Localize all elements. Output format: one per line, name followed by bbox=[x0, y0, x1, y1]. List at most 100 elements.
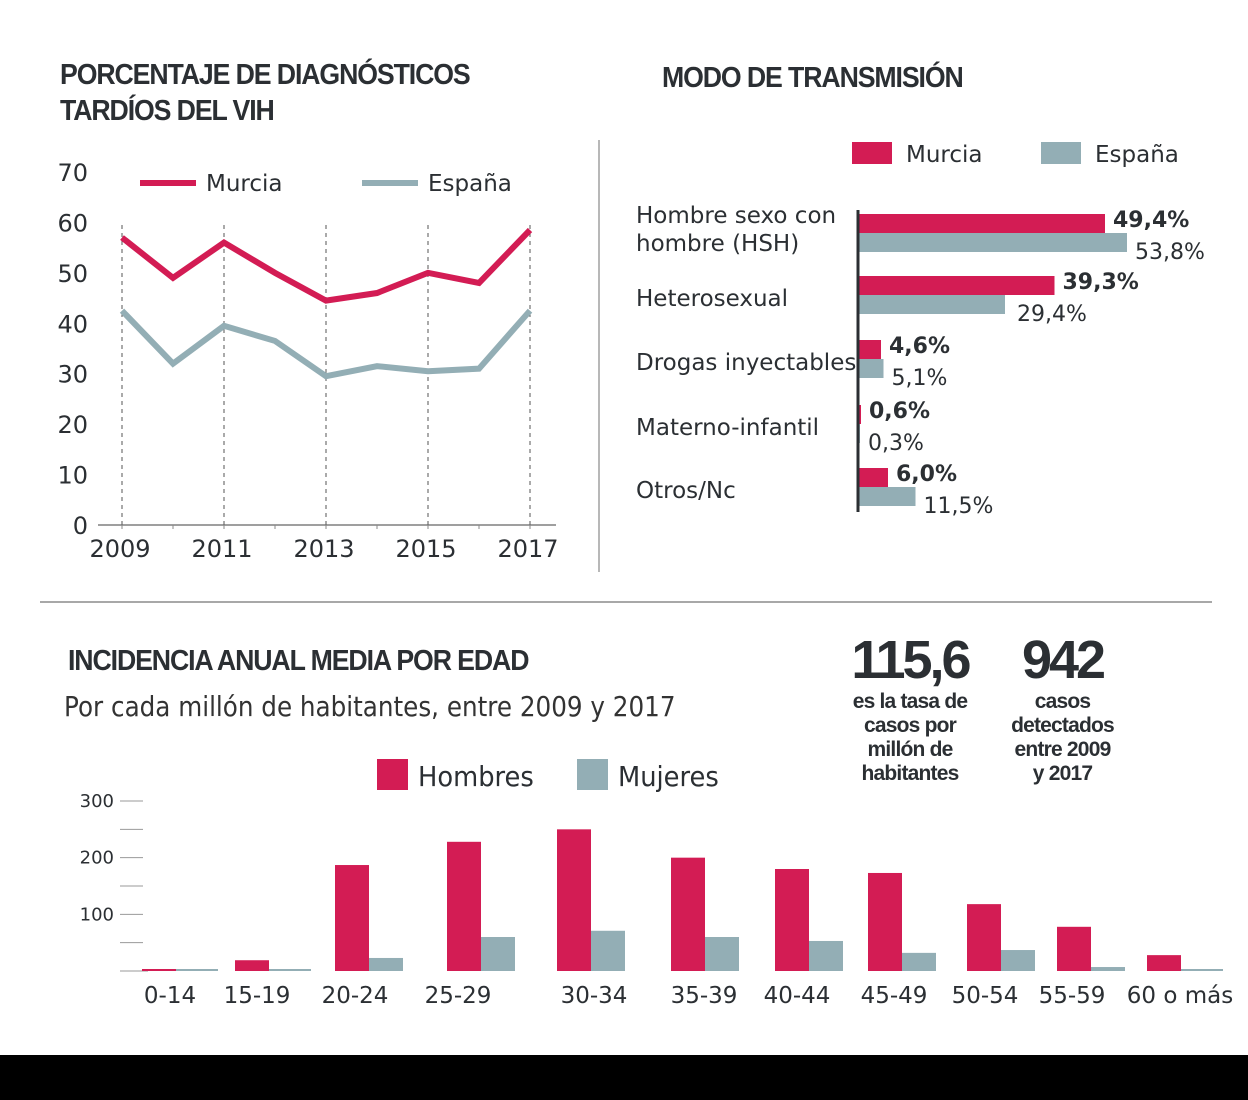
y-tick-label: 300 bbox=[80, 791, 114, 812]
y-tick-label: 0 bbox=[73, 512, 88, 540]
bar-value-label: 39,3% bbox=[1063, 270, 1139, 295]
stat-cases-value: 942 bbox=[1021, 630, 1106, 690]
y-tick-label: 30 bbox=[57, 361, 88, 389]
x-tick-label: 2013 bbox=[293, 535, 354, 563]
bar-value-label: 49,4% bbox=[1113, 208, 1189, 233]
bar-value-label: 0,3% bbox=[868, 431, 924, 456]
legend-label: Hombres bbox=[418, 761, 534, 793]
line-chart-title: PORCENTAJE DE DIAGNÓSTICOS TARDÍOS DEL V… bbox=[60, 57, 471, 129]
category-label: 55-59 bbox=[1039, 983, 1106, 1009]
y-tick-label: 50 bbox=[57, 260, 88, 288]
legend-label: España bbox=[428, 171, 512, 197]
stat-rate-value: 115,6 bbox=[851, 630, 971, 690]
stat-rate-caption-line: es la tasa de bbox=[852, 690, 968, 713]
y-tick-label: 100 bbox=[80, 904, 114, 925]
legend-label: Murcia bbox=[906, 142, 983, 168]
bar-murcia bbox=[858, 214, 1105, 233]
bar-espana bbox=[858, 233, 1127, 252]
bar-hombres bbox=[1147, 955, 1181, 971]
stat-rate-caption-line: casos por bbox=[863, 714, 957, 737]
bar-hombres bbox=[557, 829, 591, 971]
vertical-divider bbox=[598, 140, 600, 572]
bar-hombres bbox=[775, 869, 809, 971]
category-label: Otros/Nc bbox=[636, 478, 736, 504]
y-tick-label: 200 bbox=[80, 848, 114, 869]
bar-mujeres bbox=[1001, 950, 1035, 971]
bar-hombres bbox=[235, 960, 269, 971]
category-label: Materno-infantil bbox=[636, 415, 819, 441]
y-tick-label: 10 bbox=[57, 462, 88, 490]
y-tick-label: 70 bbox=[57, 159, 88, 187]
stat-rate-caption: es la tasa de casos por millón de habita… bbox=[830, 690, 990, 786]
category-label: 30-34 bbox=[561, 983, 628, 1009]
x-tick-label: 2017 bbox=[497, 535, 558, 563]
stat-cases-caption-line: y 2017 bbox=[1032, 762, 1093, 785]
x-tick-label: 2009 bbox=[89, 535, 150, 563]
category-label: Heterosexual bbox=[636, 286, 788, 312]
bar-hombres bbox=[142, 969, 176, 971]
stat-rate-caption-line: millón de bbox=[867, 738, 954, 761]
bar-murcia bbox=[858, 276, 1055, 295]
stat-rate-caption-line: habitantes bbox=[861, 762, 959, 785]
bar-hombres bbox=[967, 904, 1001, 971]
stat-cases: 942 casos detectados entre 2009 y 2017 bbox=[990, 632, 1135, 786]
y-tick-label: 60 bbox=[57, 209, 88, 237]
incidence-bar-chart: Hombres Mujeres 100 200 300 0-14 15-19 20-24 25-… bbox=[80, 759, 1233, 1009]
bar-value-label: 4,6% bbox=[889, 334, 950, 359]
category-label: 40-44 bbox=[764, 983, 831, 1009]
bar-murcia bbox=[858, 340, 881, 359]
series-line-espana bbox=[119, 308, 533, 380]
bar-mujeres bbox=[809, 940, 843, 971]
bar-espana bbox=[858, 487, 916, 506]
category-label: 50-54 bbox=[952, 983, 1019, 1009]
stat-rate: 115,6 es la tasa de casos por millón de … bbox=[830, 632, 990, 786]
category-label: Drogas inyectables bbox=[636, 350, 856, 376]
bar-espana bbox=[858, 295, 1005, 314]
bar-value-label: 0,6% bbox=[869, 399, 930, 424]
y-tick-label: 20 bbox=[57, 411, 88, 439]
legend-swatch-hombres bbox=[377, 759, 408, 790]
stat-cases-caption-line: casos bbox=[1034, 690, 1091, 713]
bar-value-label: 53,8% bbox=[1135, 240, 1205, 265]
bottom-black-band bbox=[0, 1055, 1248, 1100]
bar-hombres bbox=[671, 857, 705, 971]
bar-hombres bbox=[868, 872, 902, 971]
legend-swatch-murcia bbox=[852, 142, 892, 164]
category-label: 15-19 bbox=[224, 983, 291, 1009]
bar-hombres bbox=[335, 865, 369, 971]
line-chart-title-line-1: PORCENTAJE DE DIAGNÓSTICOS bbox=[60, 59, 471, 91]
bar-espana bbox=[858, 359, 884, 378]
stat-cases-caption-line: detectados bbox=[1011, 714, 1115, 737]
bar-mujeres bbox=[481, 937, 515, 971]
legend-label: Mujeres bbox=[618, 761, 719, 793]
stat-cases-caption-line: entre 2009 bbox=[1014, 738, 1112, 761]
category-label: 45-49 bbox=[861, 983, 928, 1009]
incidence-chart-title: INCIDENCIA ANUAL MEDIA POR EDAD bbox=[68, 645, 529, 677]
category-label: Hombre sexo con bbox=[636, 203, 836, 229]
bar-mujeres bbox=[705, 937, 739, 971]
bar-mujeres bbox=[1091, 967, 1125, 971]
stat-cases-caption: casos detectados entre 2009 y 2017 bbox=[990, 690, 1135, 786]
bar-murcia bbox=[858, 468, 888, 487]
legend-swatch-mujeres bbox=[577, 759, 608, 790]
bar-mujeres bbox=[1181, 969, 1223, 971]
legend-label: Murcia bbox=[206, 171, 283, 197]
bar-mujeres bbox=[591, 930, 625, 971]
incidence-chart-subtitle: Por cada millón de habitantes, entre 200… bbox=[64, 690, 676, 723]
bar-value-label: 5,1% bbox=[892, 366, 948, 391]
legend-label: España bbox=[1095, 142, 1179, 168]
legend-swatch-espana bbox=[1041, 142, 1081, 164]
category-label: 60 o más bbox=[1127, 983, 1233, 1009]
bar-value-label: 29,4% bbox=[1017, 302, 1087, 327]
bar-value-label: 6,0% bbox=[896, 462, 957, 487]
line-chart-title-line-2: TARDÍOS DEL VIH bbox=[60, 95, 275, 127]
bar-mujeres bbox=[176, 969, 218, 971]
horizontal-divider bbox=[40, 601, 1212, 603]
category-label: 35-39 bbox=[671, 983, 738, 1009]
x-tick-label: 2011 bbox=[191, 535, 252, 563]
bar-hombres bbox=[1057, 926, 1091, 971]
y-tick-label: 40 bbox=[57, 310, 88, 338]
bar-hombres bbox=[447, 841, 481, 971]
bar-value-label: 11,5% bbox=[924, 494, 994, 519]
